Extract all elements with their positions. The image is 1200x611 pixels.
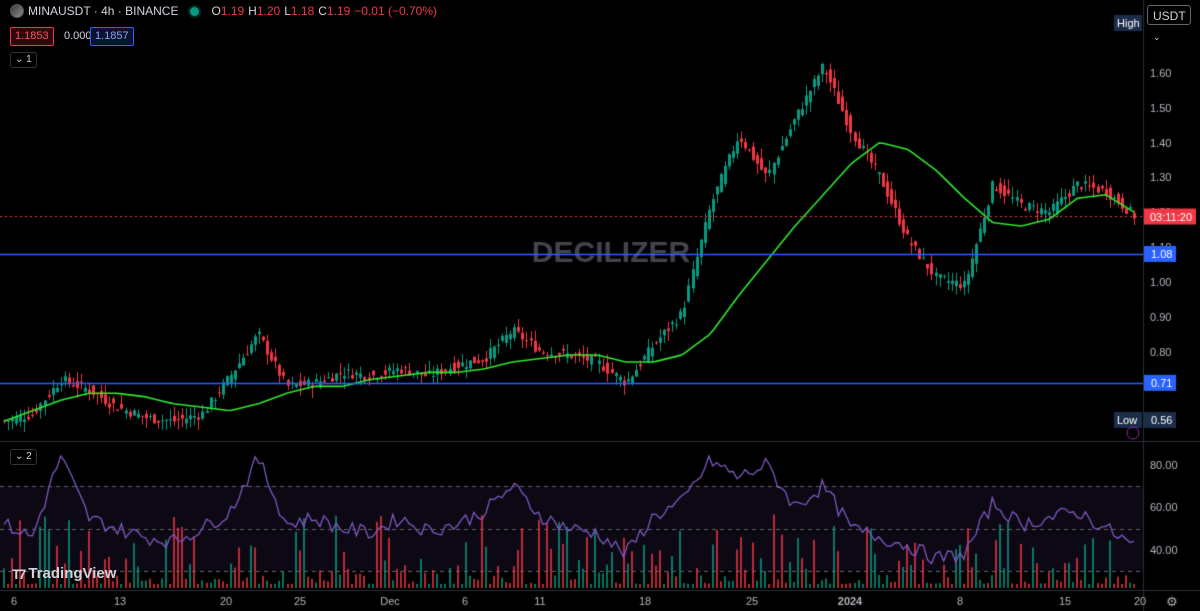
sell-price-button[interactable]: 1.1853 [10,27,54,46]
open-value: 1.19 [220,4,245,18]
low-value: 1.18 [290,4,315,18]
tradingview-mark-icon: T7 [12,565,26,582]
spread-value: 0.0004 [64,30,98,42]
tradingview-logo[interactable]: T7 TradingView [12,565,117,582]
pane-1-collapse-button[interactable]: ⌄ 1 [10,52,37,68]
symbol-header: MINAUSDT · 4h · BINANCE O 1.19 H 1.20 L 1.1… [0,0,1140,22]
pane-2-collapse-button[interactable]: ⌄ 2 [10,449,37,465]
close-value: 1.19 [326,4,351,18]
market-status-icon[interactable] [190,6,200,16]
symbol-title[interactable]: MINAUSDT · 4h · BINANCE [28,4,179,18]
buy-price-button[interactable]: 1.1857 [90,27,134,46]
chevron-down-icon: ⌄ [1153,32,1161,42]
mina-logo-icon [10,4,24,18]
change-value: −0.01 (−0.70%) [354,4,438,18]
high-value: 1.20 [256,4,281,18]
currency-select[interactable]: USDT ⌄ [1147,5,1191,42]
